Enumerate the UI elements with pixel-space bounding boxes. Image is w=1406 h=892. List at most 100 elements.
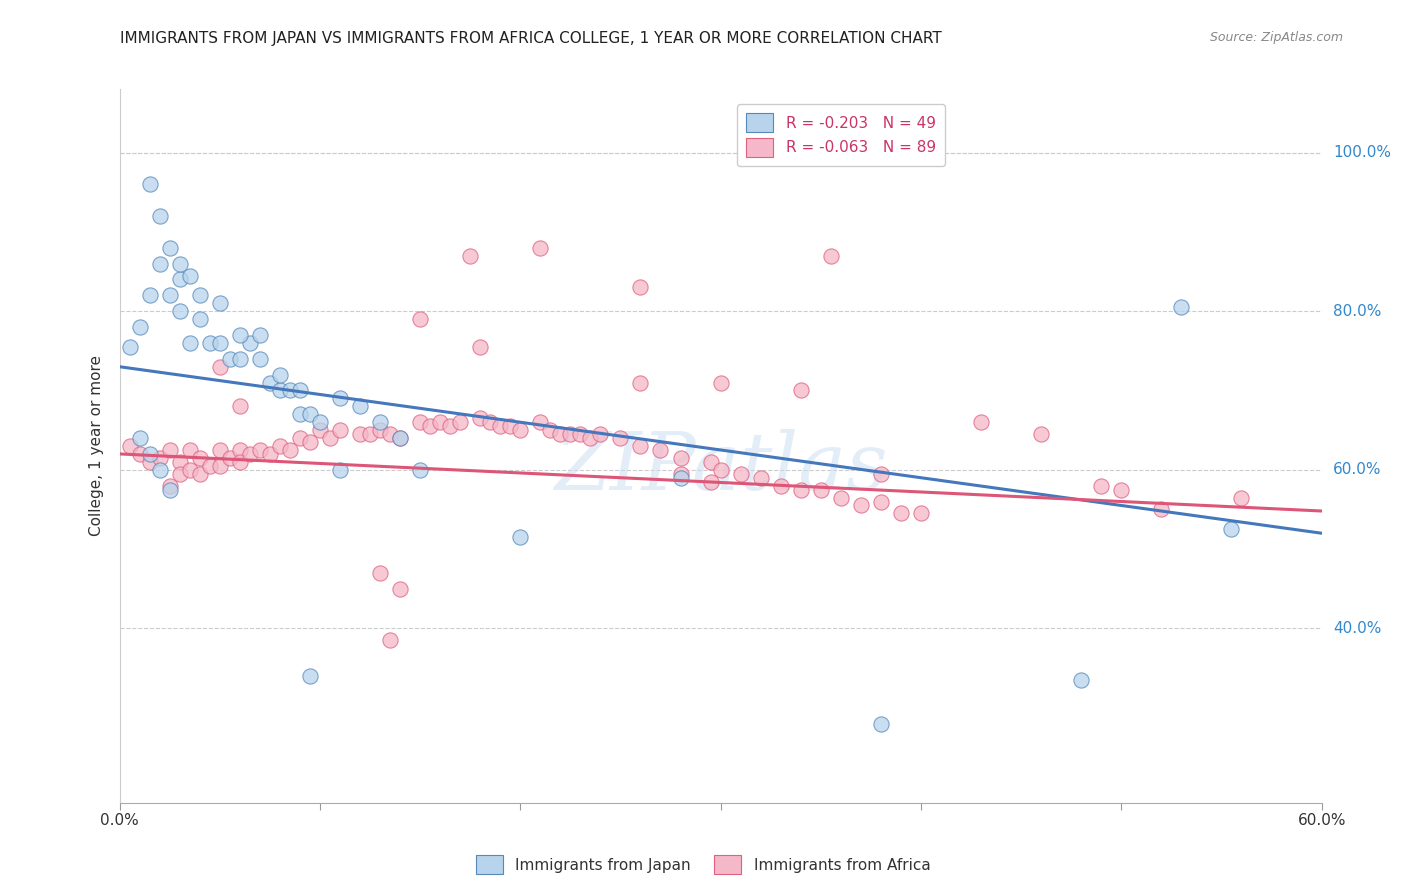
Point	[790, 384, 813, 398]
Point	[288, 407, 311, 421]
Point	[468, 340, 492, 354]
Legend: Immigrants from Japan, Immigrants from Africa: Immigrants from Japan, Immigrants from A…	[470, 849, 936, 880]
Point	[479, 415, 502, 429]
Point	[188, 312, 211, 326]
Point	[1170, 300, 1192, 314]
Text: Source: ZipAtlas.com: Source: ZipAtlas.com	[1209, 31, 1343, 45]
Point	[589, 427, 612, 442]
Point	[1230, 491, 1253, 505]
Point	[699, 475, 721, 489]
Point	[149, 209, 172, 223]
Point	[188, 467, 211, 481]
Point	[709, 376, 731, 390]
Point	[228, 351, 252, 366]
Point	[159, 241, 181, 255]
Point	[169, 304, 191, 318]
Point	[749, 471, 772, 485]
Point	[499, 419, 522, 434]
Point	[138, 447, 160, 461]
Point	[349, 400, 371, 414]
Point	[1090, 478, 1112, 492]
Point	[149, 257, 172, 271]
Point	[208, 335, 231, 350]
Point	[228, 442, 252, 457]
Point	[159, 478, 181, 492]
Point	[118, 340, 141, 354]
Point	[208, 442, 231, 457]
Point	[368, 566, 391, 580]
Point	[159, 483, 181, 497]
Legend: R = -0.203   N = 49, R = -0.063   N = 89: R = -0.203 N = 49, R = -0.063 N = 89	[737, 104, 945, 166]
Point	[820, 249, 842, 263]
Point	[550, 427, 572, 442]
Point	[128, 320, 150, 334]
Point	[179, 335, 201, 350]
Point	[239, 335, 262, 350]
Point	[269, 439, 291, 453]
Point	[359, 427, 381, 442]
Text: 80.0%: 80.0%	[1333, 303, 1381, 318]
Point	[188, 450, 211, 465]
Point	[179, 268, 201, 283]
Point	[298, 407, 321, 421]
Point	[298, 435, 321, 450]
Point	[198, 458, 221, 473]
Point	[569, 427, 592, 442]
Point	[388, 431, 412, 445]
Point	[198, 335, 221, 350]
Point	[529, 241, 551, 255]
Point	[329, 392, 352, 406]
Point	[429, 415, 451, 429]
Point	[128, 447, 150, 461]
Point	[329, 463, 352, 477]
Point	[489, 419, 512, 434]
Point	[378, 427, 401, 442]
Point	[169, 455, 191, 469]
Point	[228, 455, 252, 469]
Point	[669, 467, 692, 481]
Point	[449, 415, 471, 429]
Point	[249, 442, 271, 457]
Point	[609, 431, 631, 445]
Point	[669, 450, 692, 465]
Point	[579, 431, 602, 445]
Point	[298, 669, 321, 683]
Point	[830, 491, 852, 505]
Point	[1220, 522, 1243, 536]
Text: 100.0%: 100.0%	[1333, 145, 1391, 161]
Text: 60.0%: 60.0%	[1333, 462, 1381, 477]
Point	[890, 507, 912, 521]
Point	[278, 442, 301, 457]
Point	[388, 582, 412, 596]
Point	[169, 467, 191, 481]
Point	[149, 463, 172, 477]
Point	[288, 384, 311, 398]
Point	[188, 288, 211, 302]
Text: 0.0%: 0.0%	[100, 814, 139, 828]
Point	[538, 423, 561, 437]
Point	[159, 288, 181, 302]
Point	[309, 423, 332, 437]
Text: ZIPatlas: ZIPatlas	[554, 429, 887, 506]
Point	[869, 494, 893, 508]
Point	[630, 280, 652, 294]
Point	[349, 427, 371, 442]
Point	[769, 478, 792, 492]
Point	[138, 178, 160, 192]
Point	[319, 431, 342, 445]
Point	[249, 328, 271, 343]
Point	[278, 384, 301, 398]
Point	[409, 463, 432, 477]
Text: 40.0%: 40.0%	[1333, 621, 1381, 636]
Point	[409, 312, 432, 326]
Text: IMMIGRANTS FROM JAPAN VS IMMIGRANTS FROM AFRICA COLLEGE, 1 YEAR OR MORE CORRELAT: IMMIGRANTS FROM JAPAN VS IMMIGRANTS FROM…	[120, 31, 941, 46]
Point	[650, 442, 672, 457]
Point	[869, 716, 893, 731]
Point	[509, 530, 531, 544]
Point	[149, 450, 172, 465]
Point	[118, 439, 141, 453]
Point	[169, 257, 191, 271]
Point	[630, 376, 652, 390]
Point	[560, 427, 582, 442]
Point	[1029, 427, 1052, 442]
